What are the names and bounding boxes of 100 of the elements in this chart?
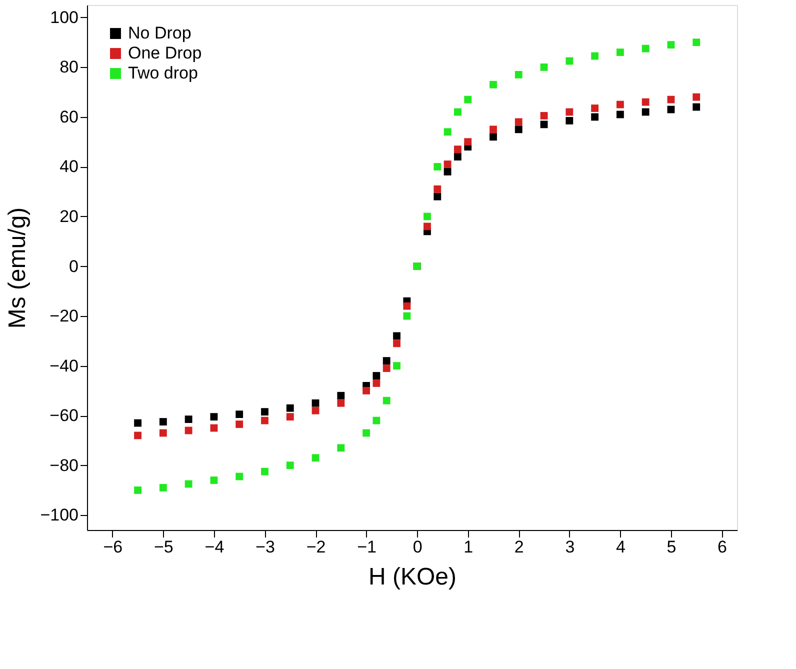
point: [591, 104, 599, 112]
point: [403, 302, 411, 310]
legend-label: One Drop: [128, 44, 202, 62]
point: [566, 116, 574, 124]
point: [514, 126, 522, 134]
point: [464, 96, 472, 104]
point: [393, 332, 400, 340]
point: [134, 432, 142, 440]
point: [312, 406, 320, 414]
point: [337, 444, 345, 452]
point: [616, 100, 624, 108]
legend-label: No Drop: [128, 24, 192, 42]
point: [382, 357, 390, 365]
point: [210, 413, 218, 420]
y-tick-label: −20: [50, 306, 78, 326]
point: [286, 404, 294, 412]
point: [642, 98, 650, 106]
point: [312, 454, 320, 462]
point: [434, 163, 442, 170]
point: [393, 340, 400, 348]
y-tick-label: −100: [40, 506, 78, 525]
point: [591, 113, 599, 121]
x-tick-label: 4: [616, 538, 626, 556]
x-tick-label: 5: [666, 538, 676, 556]
x-axis-title: H (KOe): [368, 564, 457, 590]
point: [337, 392, 345, 400]
x-tick-label: 3: [565, 538, 575, 556]
point: [667, 96, 675, 104]
point: [362, 429, 370, 437]
point: [236, 472, 244, 480]
x-tick-label: 6: [718, 538, 727, 556]
point: [540, 63, 548, 71]
point: [490, 80, 497, 88]
point: [490, 133, 497, 141]
point: [566, 108, 574, 116]
point: [692, 38, 700, 46]
point: [454, 108, 462, 116]
point: [286, 462, 294, 470]
x-tick-label: −4: [204, 538, 224, 556]
point: [514, 70, 522, 78]
point: [236, 410, 244, 418]
x-tick-label: 0: [412, 538, 422, 556]
point: [540, 112, 548, 120]
point: [424, 222, 431, 230]
point: [393, 362, 400, 370]
point: [312, 399, 320, 407]
point: [616, 110, 624, 118]
point: [692, 93, 700, 101]
x-tick-label: 2: [514, 538, 524, 556]
point: [362, 386, 370, 394]
point: [566, 57, 574, 65]
point: [434, 192, 442, 200]
x-tick-label: −3: [256, 538, 275, 556]
point: [159, 418, 167, 426]
point: [210, 424, 218, 432]
point: [134, 486, 142, 494]
point: [261, 468, 268, 476]
point: [372, 372, 380, 380]
point: [434, 185, 442, 193]
point: [424, 212, 431, 220]
point: [616, 48, 624, 56]
point: [286, 413, 294, 420]
point: [591, 52, 599, 60]
legend-label: Two drop: [128, 64, 198, 82]
y-tick-label: 100: [50, 8, 78, 27]
point: [642, 108, 650, 116]
x-tick-label: −1: [357, 538, 376, 556]
point: [261, 416, 268, 424]
point: [444, 128, 452, 136]
y-tick-label: −80: [50, 456, 78, 475]
point: [210, 476, 218, 484]
point: [382, 364, 390, 372]
point: [337, 399, 345, 407]
point: [184, 416, 192, 423]
point: [403, 312, 411, 320]
x-tick-label: −5: [154, 538, 174, 556]
y-tick-label: −40: [50, 356, 78, 376]
y-tick-label: 0: [69, 256, 78, 276]
x-tick-label: −6: [103, 538, 123, 556]
point: [261, 408, 268, 416]
point: [444, 160, 452, 168]
point: [490, 126, 497, 134]
y-tick-label: 40: [60, 157, 78, 176]
y-axis-title: Ms (emu/g): [4, 207, 32, 329]
y-tick-label: 60: [60, 107, 78, 126]
point: [444, 168, 452, 176]
x-tick-label: 1: [464, 538, 474, 556]
point: [134, 419, 142, 427]
point: [184, 480, 192, 488]
point: [514, 118, 522, 126]
point: [372, 416, 380, 424]
point: [642, 44, 650, 52]
point: [692, 103, 700, 111]
point: [236, 420, 244, 428]
point: [540, 120, 548, 128]
point: [159, 484, 167, 492]
point: [667, 41, 675, 49]
point: [382, 396, 390, 404]
point: [454, 153, 462, 160]
point: [372, 379, 380, 387]
